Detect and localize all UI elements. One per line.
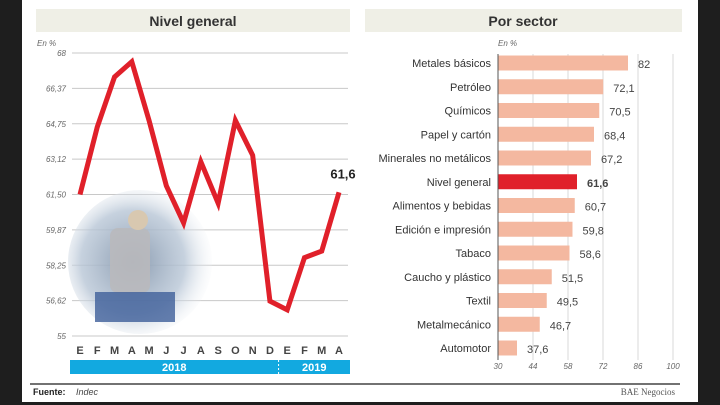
bar: [498, 174, 577, 190]
header-bg-right: [365, 9, 682, 32]
x-tick-label: M: [144, 345, 153, 357]
year-bar: [70, 360, 350, 374]
bar: [498, 269, 552, 285]
category-label: Edición e impresión: [395, 224, 491, 236]
source: Indec: [76, 387, 99, 397]
series-line: [77, 57, 342, 314]
bar: [498, 293, 547, 308]
bar: [498, 55, 628, 71]
x-tick-label: M: [317, 345, 326, 357]
credit: BAE Negocios: [621, 387, 676, 397]
y-tick-label: 66,37: [46, 84, 67, 93]
x-tick-label: 44: [529, 362, 538, 371]
x-tick-label: A: [128, 345, 136, 357]
value-label: 46,7: [550, 320, 571, 332]
y-tick-label: 59,87: [46, 226, 67, 235]
category-label: Metales básicos: [412, 58, 491, 70]
y-axis-label: En %: [37, 39, 56, 48]
header-bg-left: [36, 9, 350, 32]
x-tick-label: 86: [634, 362, 643, 371]
value-label: 49,5: [557, 297, 578, 309]
x-tick-label: J: [163, 345, 169, 357]
value-label: 58,6: [580, 249, 601, 261]
category-label: Nivel general: [427, 177, 491, 189]
source-label: Fuente:: [33, 387, 66, 397]
y-tick-label: 63,12: [46, 155, 67, 164]
value-label: 60,7: [585, 202, 606, 214]
category-label: Minerales no metálicos: [379, 153, 492, 165]
x-tick-label: D: [266, 345, 274, 357]
x-tick-label: F: [301, 345, 308, 357]
bar: [498, 126, 594, 142]
bar: [498, 221, 573, 237]
bar: [498, 150, 591, 166]
bar: [498, 198, 575, 213]
x-tick-label: M: [110, 345, 119, 357]
category-label: Automotor: [440, 343, 491, 355]
value-label: 72,1: [613, 83, 634, 95]
category-label: Textil: [466, 296, 491, 308]
value-label: 61,6: [587, 178, 608, 190]
x-tick-label: 58: [564, 362, 573, 371]
category-label: Tabaco: [456, 248, 491, 260]
bar: [498, 79, 604, 95]
category-label: Químicos: [445, 106, 492, 118]
category-label: Metalmecánico: [417, 319, 491, 331]
y-tick-label: 64,75: [46, 120, 67, 129]
year-label: 2018: [162, 362, 186, 374]
worker-photo-head: [128, 210, 148, 230]
y-tick-label: 58,25: [46, 261, 67, 270]
category-label: Papel y cartón: [421, 129, 491, 141]
x-tick-label: 100: [666, 362, 680, 371]
end-value-label: 61,6: [330, 166, 355, 181]
bar: [498, 245, 570, 261]
value-label: 37,6: [527, 344, 548, 356]
value-label: 70,5: [609, 107, 630, 119]
value-label: 51,5: [562, 273, 583, 285]
worker-photo-machine: [95, 292, 175, 322]
worker-photo-figure: [110, 228, 150, 293]
x-tick-label: A: [335, 345, 343, 357]
bar-chart-title: Por sector: [488, 13, 558, 29]
bar: [498, 316, 540, 332]
x-tick-label: S: [214, 345, 221, 357]
x-axis-label: En %: [498, 39, 517, 48]
line-chart-title: Nivel general: [149, 13, 236, 29]
x-tick-label: O: [231, 345, 240, 357]
x-tick-label: E: [284, 345, 291, 357]
category-label: Alimentos y bebidas: [393, 201, 492, 213]
x-tick-label: A: [197, 345, 205, 357]
value-label: 67,2: [601, 154, 622, 166]
bar: [498, 340, 517, 356]
category-label: Petróleo: [450, 82, 491, 94]
x-tick-label: E: [76, 345, 83, 357]
bar: [498, 103, 600, 118]
x-tick-label: J: [181, 345, 187, 357]
value-label: 68,4: [604, 130, 625, 142]
value-label: 82: [638, 59, 650, 71]
y-tick-label: 61,50: [46, 191, 67, 200]
y-tick-label: 68: [57, 49, 66, 58]
x-tick-label: F: [94, 345, 101, 357]
y-tick-label: 55: [57, 332, 66, 341]
value-label: 59,8: [583, 225, 604, 237]
year-label: 2019: [302, 362, 326, 374]
x-tick-label: 72: [599, 362, 608, 371]
y-tick-label: 56,62: [46, 297, 67, 306]
category-label: Caucho y plástico: [404, 272, 491, 284]
x-tick-label: N: [249, 345, 257, 357]
x-tick-label: 30: [494, 362, 503, 371]
